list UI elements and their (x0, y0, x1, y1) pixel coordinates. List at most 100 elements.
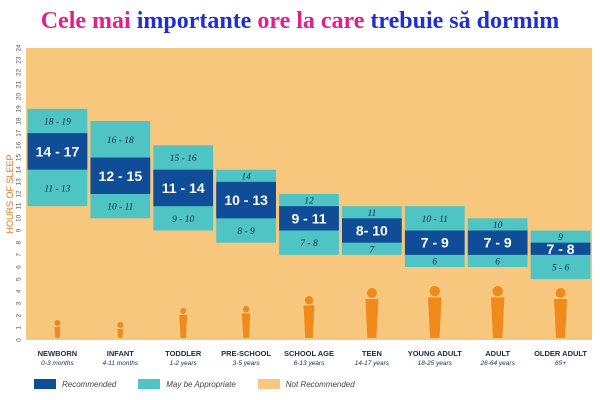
category-age-label: 26-64 years (480, 360, 516, 367)
legend-label: Not Recommended (285, 379, 355, 389)
recommended-label: 12 - 15 (99, 168, 143, 184)
legend-swatch (34, 379, 56, 389)
y-tick-label: 5 (16, 277, 23, 281)
recommended-label: 14 - 17 (36, 143, 80, 159)
bar-recommended (404, 230, 465, 255)
high-appropriate-label: 11 (367, 209, 376, 219)
chart-legend: Recommended May be Appropriate Not Recomme… (34, 374, 377, 394)
bar-recommended (530, 242, 591, 255)
category-age-label: 6-13 years (294, 360, 325, 367)
y-tick-label: 6 (16, 265, 23, 269)
y-tick-label: 10 (16, 214, 23, 222)
category-label: TODDLER (165, 349, 202, 358)
recommended-label: 7 - 9 (421, 235, 449, 251)
low-appropriate-label: 5 - 6 (552, 264, 570, 274)
page-title: Cele mai importante ore la care trebuie … (0, 6, 600, 36)
y-tick-label: 1 (16, 326, 23, 330)
person-silhouette-icon (241, 306, 251, 338)
bar-recommended (279, 206, 339, 231)
low-appropriate-label: 10 - 11 (107, 203, 133, 213)
title-part: mai (92, 8, 137, 34)
low-appropriate-label: 8 - 9 (237, 227, 255, 237)
y-tick-label: 24 (16, 44, 23, 52)
low-appropriate-label: 6 (495, 257, 500, 267)
y-tick-label: 16 (16, 141, 23, 149)
high-appropriate-label: 15 - 16 (170, 154, 197, 164)
recommended-label: 7 - 8 (547, 241, 575, 257)
y-tick-label: 21 (16, 81, 23, 89)
low-appropriate-label: 6 (432, 257, 437, 267)
low-appropriate-label: 11 - 13 (44, 184, 70, 194)
category-label: TEEN (362, 349, 382, 358)
person-silhouette-icon (554, 288, 568, 338)
high-appropriate-label: 10 (493, 221, 503, 231)
person-silhouette-icon (365, 288, 379, 338)
bar-recommended (342, 218, 402, 243)
legend-swatch (138, 379, 161, 389)
category-label: OLDER ADULT (534, 349, 587, 358)
y-tick-label: 18 (16, 117, 23, 125)
high-appropriate-label: 10 - 11 (422, 215, 448, 225)
y-tick-label: 11 (16, 202, 23, 209)
title-part: trebuie să (370, 8, 477, 34)
recommended-label: 7 - 9 (484, 235, 512, 251)
legend-label: Recommended (62, 379, 117, 389)
y-tick-label: 12 (16, 190, 23, 198)
category-age-label: 0-3 months (41, 360, 74, 367)
y-axis-label: HOURS OF SLEEP (5, 154, 15, 233)
category-age-label: 4-11 months (103, 360, 139, 367)
person-silhouette-icon (54, 320, 61, 338)
y-tick-label: 14 (16, 166, 23, 174)
y-tick-label: 19 (16, 105, 23, 113)
category-label: ADULT (485, 349, 510, 358)
recommended-label: 11 - 14 (162, 180, 205, 196)
bar-recommended (467, 230, 528, 255)
person-silhouette-icon (117, 322, 124, 338)
legend-item: Not Recommended (257, 379, 355, 389)
category-age-label: 1-2 years (170, 360, 198, 367)
y-tick-label: 15 (16, 154, 23, 162)
y-tick-label: 2 (16, 313, 23, 317)
bar-recommended (216, 181, 276, 219)
low-appropriate-label: 7 (370, 245, 376, 255)
y-tick-label: 0 (16, 338, 23, 342)
y-tick-label: 3 (16, 301, 23, 305)
recommended-label: 9 - 11 (291, 210, 326, 226)
legend-item: Recommended (34, 379, 116, 389)
high-appropriate-label: 14 (241, 172, 251, 182)
person-silhouette-icon (428, 286, 442, 338)
y-tick-label: 17 (16, 129, 23, 137)
legend-item: May be Appropriate (138, 379, 236, 389)
category-label: YOUNG ADULT (408, 349, 463, 358)
high-appropriate-label: 16 - 18 (107, 136, 134, 146)
category-age-label: 65+ (555, 360, 566, 367)
person-silhouette-icon (303, 296, 315, 338)
category-age-label: 3-5 years (233, 360, 261, 367)
category-age-label: 14-17 years (355, 360, 390, 367)
y-tick-label: 7 (16, 253, 23, 257)
y-tick-label: 13 (16, 178, 23, 186)
title-part: importante (136, 8, 258, 34)
person-silhouette-icon (490, 286, 505, 338)
y-tick-label: 8 (16, 240, 23, 244)
high-appropriate-label: 18 - 19 (44, 118, 71, 128)
y-tick-label: 22 (16, 68, 23, 76)
title-part: Cele (40, 8, 93, 34)
low-appropriate-label: 9 - 10 (172, 215, 194, 225)
category-label: PRE-SCHOOL (221, 349, 271, 358)
high-appropriate-label: 12 (304, 197, 314, 207)
bar-recommended (90, 157, 151, 194)
recommended-label: 10 - 13 (224, 192, 268, 208)
legend-label: May be Appropriate (166, 379, 236, 389)
title-part: ore la care (257, 8, 371, 34)
high-appropriate-label: 9 (558, 233, 563, 243)
category-label: SCHOOL AGE (284, 349, 334, 358)
y-tick-label: 23 (16, 56, 23, 64)
y-tick-label: 4 (16, 289, 23, 293)
person-silhouette-icon (179, 308, 188, 338)
bar-recommended (27, 133, 88, 170)
category-label: NEWBORN (38, 349, 78, 358)
title-part: dormim (476, 8, 560, 34)
category-age-label: 18-25 years (418, 360, 453, 367)
category-label: INFANT (107, 349, 135, 358)
